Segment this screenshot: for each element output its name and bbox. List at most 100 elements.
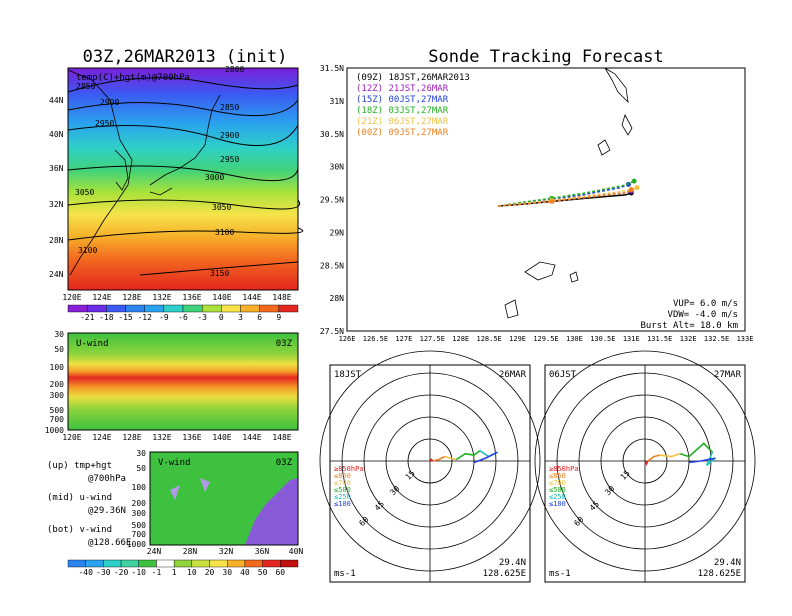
wind-colorbar: -40 -30 -20 -10 -1 1 10 20 30 40 50 60 bbox=[67, 559, 299, 577]
svg-text:148E: 148E bbox=[272, 433, 291, 442]
svg-text:100: 100 bbox=[132, 483, 147, 492]
svg-text:700: 700 bbox=[50, 415, 65, 424]
track-lon-tick: 128E bbox=[452, 335, 469, 343]
svg-text:124E: 124E bbox=[92, 433, 111, 442]
svg-text:3050: 3050 bbox=[212, 203, 231, 212]
svg-text:28N: 28N bbox=[49, 236, 64, 245]
svg-text:2850: 2850 bbox=[220, 103, 239, 112]
svg-text:200: 200 bbox=[50, 380, 65, 389]
svg-text:3100: 3100 bbox=[215, 228, 234, 237]
colorbar-label: 6 bbox=[257, 313, 262, 322]
track-lat-tick: 30.5N bbox=[320, 130, 344, 139]
svg-text:2950: 2950 bbox=[95, 119, 114, 128]
colorbar-cell bbox=[106, 304, 126, 313]
svg-text:Burst Alt= 18.0 km: Burst Alt= 18.0 km bbox=[640, 321, 738, 331]
v-wind-time: 03Z bbox=[276, 458, 293, 468]
colorbar-cell bbox=[85, 559, 104, 568]
track-lat-tick: 30N bbox=[330, 163, 345, 172]
colorbar-cell bbox=[173, 559, 193, 568]
map-label: temp(C)+hgt(m)@700hPa bbox=[76, 73, 190, 83]
track-lat-tick: 29N bbox=[330, 228, 345, 237]
track-legend: (09Z) 18JST,26MAR2013(12Z) 21JST,26MAR(1… bbox=[356, 73, 470, 138]
colorbar-label: -12 bbox=[137, 313, 152, 322]
colorbar-label: -15 bbox=[118, 313, 133, 322]
track-legend-entry: (21Z) 06JST,27MAR bbox=[356, 117, 449, 127]
left-title: 03Z,26MAR2013 (init) bbox=[83, 47, 288, 67]
colorbar-cell bbox=[125, 304, 145, 313]
svg-text:300: 300 bbox=[50, 391, 65, 400]
svg-text:136E: 136E bbox=[182, 433, 201, 442]
colorbar-cell bbox=[201, 304, 222, 313]
track-lat-tick: 31N bbox=[330, 97, 345, 106]
colorbar-label: -10 bbox=[132, 568, 147, 577]
svg-text:50: 50 bbox=[136, 464, 146, 473]
svg-text:144E: 144E bbox=[242, 433, 261, 442]
svg-text:140E: 140E bbox=[212, 293, 231, 302]
colorbar-label: 3 bbox=[238, 313, 243, 322]
svg-text:2900: 2900 bbox=[220, 131, 239, 140]
colorbar-cell bbox=[227, 559, 246, 568]
svg-text:50: 50 bbox=[54, 345, 64, 354]
u-wind-panel: U-wind 03Z 30 50 100 200 300 500 700 100… bbox=[45, 330, 299, 442]
colorbar-label: -9 bbox=[159, 313, 169, 322]
colorbar-cell bbox=[221, 304, 241, 313]
svg-text:3000: 3000 bbox=[205, 173, 224, 182]
track-end-point bbox=[628, 187, 634, 193]
svg-text:3100: 3100 bbox=[78, 246, 97, 255]
colorbar-label: 9 bbox=[276, 313, 281, 322]
track-lat-tick: 28N bbox=[330, 294, 345, 303]
v-wind-panel: V-wind 03Z 30 50 100 200 300 500 700 100… bbox=[127, 449, 304, 556]
svg-text:2950: 2950 bbox=[220, 155, 239, 164]
map-lon-ticks: 120E 124E 128E 132E 136E 140E 144E 148E bbox=[62, 293, 291, 302]
svg-text:(up) tmp+hgt: (up) tmp+hgt bbox=[47, 461, 112, 471]
svg-text:500: 500 bbox=[132, 521, 147, 530]
colorbar-label: 30 bbox=[222, 568, 232, 577]
hodograph-segment bbox=[473, 451, 498, 464]
svg-text:300: 300 bbox=[132, 509, 147, 518]
track-end-point bbox=[631, 178, 637, 184]
svg-text:128E: 128E bbox=[122, 293, 141, 302]
svg-text:30: 30 bbox=[54, 330, 64, 339]
hodograph-level-label: ≤700 bbox=[549, 479, 566, 487]
hodograph-time: 06JST bbox=[549, 370, 577, 380]
u-wind-label: U-wind bbox=[76, 339, 109, 349]
svg-text:(bot) v-wind: (bot) v-wind bbox=[47, 525, 112, 535]
sonde-params: VUP= 6.0 m/s VDW= -4.0 m/s Burst Alt= 18… bbox=[640, 299, 738, 331]
colorbar-label: -30 bbox=[96, 568, 111, 577]
colorbar-label: 40 bbox=[240, 568, 250, 577]
colorbar-cell bbox=[67, 559, 86, 568]
svg-text:36N: 36N bbox=[49, 164, 64, 173]
svg-text:500: 500 bbox=[50, 406, 65, 415]
track-lon-tick: 129.5E bbox=[533, 335, 558, 343]
colorbar-cell bbox=[163, 304, 184, 313]
colorbar-label: -40 bbox=[78, 568, 93, 577]
track-lon-tick: 132E bbox=[680, 335, 697, 343]
track-series-line bbox=[498, 180, 635, 207]
map-lat-ticks: 44N 40N 36N 32N 28N 24N bbox=[49, 96, 64, 279]
track-lat-tick: 27.5N bbox=[320, 327, 344, 336]
height-contours bbox=[67, 77, 304, 276]
u-wind-time: 03Z bbox=[276, 339, 293, 349]
track-lon-tick: 133E bbox=[737, 335, 754, 343]
track-lon-tick: 126E bbox=[339, 335, 356, 343]
hodograph-level-label: ≤850 bbox=[334, 472, 351, 480]
svg-text:132E: 132E bbox=[152, 293, 171, 302]
colorbar-label: -18 bbox=[99, 313, 114, 322]
colorbar-cell bbox=[138, 559, 157, 568]
svg-text:44N: 44N bbox=[49, 96, 64, 105]
track-legend-entry: (18Z) 03JST,27MAR bbox=[356, 106, 449, 116]
hodograph-segment bbox=[432, 455, 446, 462]
svg-text:120E: 120E bbox=[62, 293, 81, 302]
hodograph-level-label: ≤100 bbox=[549, 500, 566, 508]
colorbar-cell bbox=[120, 559, 139, 568]
track-lon-tick: 127.5E bbox=[420, 335, 445, 343]
colorbar-cell bbox=[182, 304, 203, 313]
hodograph-segment bbox=[429, 458, 434, 462]
svg-text:@700hPa: @700hPa bbox=[88, 474, 126, 484]
hodograph-segment bbox=[647, 454, 660, 462]
u-wind-field bbox=[68, 333, 298, 430]
svg-text:32N: 32N bbox=[219, 547, 234, 556]
hodograph-segment bbox=[705, 451, 716, 467]
hodograph-unit: ms-1 bbox=[334, 569, 356, 579]
